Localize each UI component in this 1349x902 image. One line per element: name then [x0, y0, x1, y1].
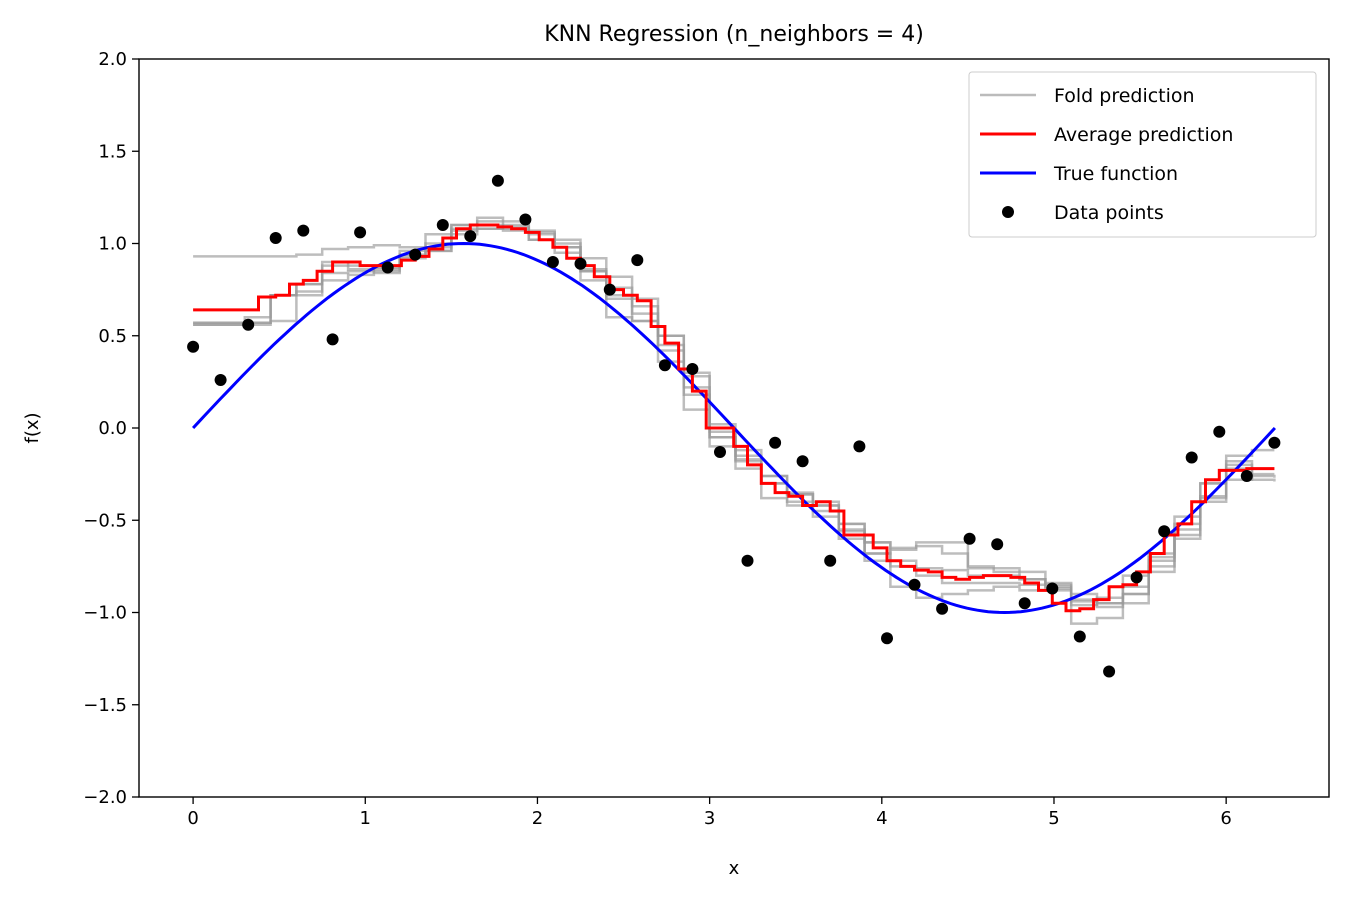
data-point	[326, 333, 339, 346]
y-axis-ticks: −2.0 −1.5 −1.0 −0.5 0.0 0.5 1.0 1.5 2.0	[83, 49, 139, 808]
data-point	[1240, 470, 1253, 482]
data-point	[409, 248, 422, 261]
data-point	[991, 538, 1004, 551]
data-point	[1213, 425, 1226, 438]
legend-truth-label: True function	[1053, 163, 1178, 185]
data-point	[297, 224, 310, 237]
legend-frame	[968, 71, 1317, 238]
x-tick-label: 0	[187, 808, 198, 829]
y-tick-label: −1.0	[83, 603, 127, 624]
x-tick-label: 2	[532, 808, 543, 829]
data-point	[1185, 451, 1198, 464]
data-point	[1046, 582, 1059, 595]
y-tick-label: −1.5	[83, 695, 127, 716]
y-tick-label: 1.0	[98, 234, 127, 255]
x-tick-label: 4	[876, 808, 887, 829]
data-points	[187, 174, 1281, 678]
data-point	[1103, 665, 1116, 678]
legend-average-label: Average prediction	[1054, 124, 1233, 146]
data-point	[1073, 630, 1086, 643]
data-point	[491, 174, 504, 187]
x-tick-label: 3	[704, 808, 715, 829]
y-axis-label: f(x)	[22, 412, 43, 443]
data-point	[908, 578, 921, 591]
data-point	[574, 257, 587, 270]
y-tick-label: 0.0	[98, 418, 127, 439]
data-point	[1130, 571, 1143, 584]
data-point	[936, 602, 949, 615]
data-point	[796, 455, 809, 468]
data-point	[381, 261, 394, 274]
data-point	[881, 632, 893, 645]
y-tick-label: −2.0	[83, 787, 127, 808]
legend-points-label: Data points	[1054, 202, 1164, 224]
y-tick-label: 1.5	[98, 141, 127, 162]
data-point	[631, 254, 644, 267]
data-point	[1268, 436, 1281, 449]
data-point	[741, 554, 754, 567]
data-point	[1018, 597, 1031, 610]
data-point	[214, 374, 227, 386]
x-tick-label: 6	[1220, 808, 1231, 829]
chart-title: KNN Regression (n_neighbors = 4)	[544, 22, 924, 47]
data-point	[824, 554, 837, 567]
data-point	[354, 226, 367, 239]
data-point	[464, 230, 477, 243]
x-tick-label: 1	[360, 808, 371, 829]
data-point	[658, 359, 671, 372]
y-tick-label: −0.5	[83, 510, 127, 531]
legend-fold-label: Fold prediction	[1054, 85, 1195, 107]
y-tick-label: 2.0	[98, 49, 127, 70]
x-tick-label: 5	[1048, 808, 1059, 829]
data-point	[187, 340, 200, 353]
legend-points-swatch	[1002, 206, 1014, 218]
x-axis-label: x	[729, 858, 740, 879]
data-point	[714, 446, 726, 458]
data-point	[242, 318, 255, 331]
data-point	[686, 363, 699, 375]
legend: Fold prediction Average prediction True …	[968, 71, 1317, 238]
data-point	[853, 440, 866, 453]
data-point	[1158, 525, 1171, 538]
y-tick-label: 0.5	[98, 326, 127, 347]
x-axis-ticks: 0 1 2 3 4 5 6	[187, 797, 1232, 829]
data-point	[546, 256, 559, 268]
data-point	[436, 219, 449, 231]
data-point	[269, 232, 282, 244]
data-point	[769, 436, 782, 449]
data-point	[519, 213, 532, 226]
data-point	[963, 532, 976, 545]
data-point	[603, 283, 616, 296]
